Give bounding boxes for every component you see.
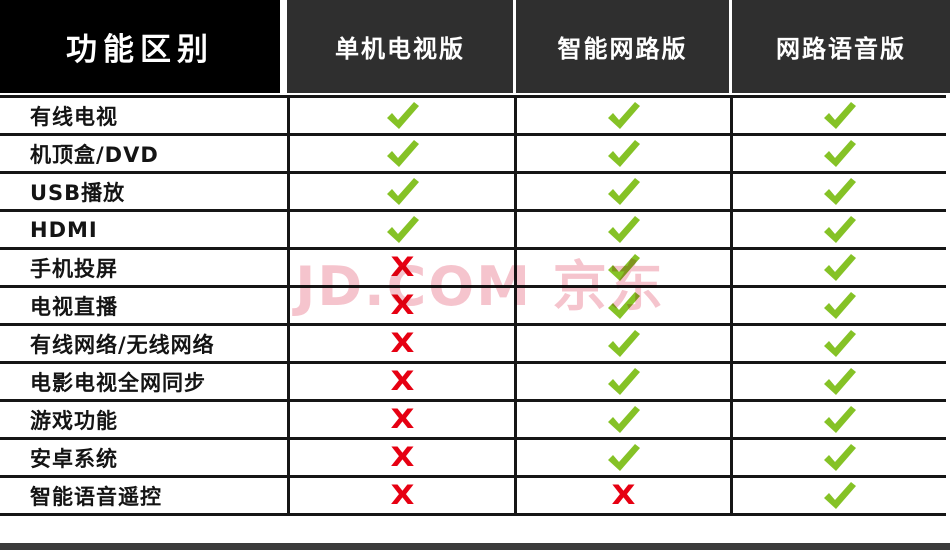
column-header-network-voice: 网路语音版: [732, 0, 950, 93]
column-header-standalone-tv: 单机电视版: [287, 0, 513, 93]
green-check-icon: [608, 291, 640, 319]
value-cell: [514, 326, 730, 361]
value-cell: X: [287, 288, 514, 323]
value-cell: [287, 136, 514, 171]
value-cell: [730, 212, 946, 247]
value-cell: X: [287, 364, 514, 399]
value-cell: [514, 136, 730, 171]
value-cell: [287, 98, 514, 133]
green-check-icon: [824, 329, 856, 357]
value-cell: [514, 440, 730, 475]
row-label: 有线网络/无线网络: [30, 332, 215, 357]
header-divider: [280, 0, 287, 93]
row-label: 电视直播: [30, 294, 118, 319]
value-cell: X: [287, 440, 514, 475]
value-cell: [730, 326, 946, 361]
value-cell: [730, 440, 946, 475]
table-row: 游戏功能 X: [0, 399, 946, 437]
table-header-row: 功能区别 单机电视版 智能网路版 网路语音版: [0, 0, 950, 93]
value-cell: [514, 402, 730, 437]
red-cross-icon: X: [611, 480, 636, 511]
table-row: 电影电视全网同步 X: [0, 361, 946, 399]
red-cross-icon: X: [390, 290, 414, 321]
green-check-icon: [824, 139, 856, 167]
value-cell: X: [287, 250, 514, 285]
green-check-icon: [608, 443, 640, 471]
corner-header-features: 功能区别: [0, 0, 280, 93]
green-check-icon: [824, 405, 856, 433]
header-divider: [513, 0, 516, 93]
value-cell: [514, 364, 730, 399]
value-cell: [514, 288, 730, 323]
red-cross-icon: X: [390, 366, 414, 397]
red-cross-icon: X: [390, 480, 414, 511]
green-check-icon: [824, 291, 856, 319]
row-label: 安卓系统: [30, 446, 118, 471]
value-cell: X: [287, 478, 514, 513]
value-cell: [730, 136, 946, 171]
green-check-icon: [608, 139, 640, 167]
value-cell: [730, 174, 946, 209]
value-cell: [514, 212, 730, 247]
value-cell: [287, 174, 514, 209]
green-check-icon: [824, 215, 856, 243]
value-cell: X: [287, 402, 514, 437]
table-body: 有线电视机顶盒/DVD USB播放 HDMI 手机投屏 X 电视直播 X 有线网络/无线网络 X…: [0, 95, 946, 516]
value-cell: X: [514, 478, 730, 513]
green-check-icon: [608, 329, 640, 357]
green-check-icon: [608, 405, 640, 433]
value-cell: X: [287, 326, 514, 361]
table-row: HDMI: [0, 209, 946, 247]
green-check-icon: [608, 367, 640, 395]
column-header-smart-network: 智能网路版: [516, 0, 729, 93]
row-label: 智能语音遥控: [30, 484, 162, 509]
green-check-icon: [608, 215, 640, 243]
value-cell: [730, 98, 946, 133]
row-label: USB播放: [30, 180, 126, 205]
green-check-icon: [824, 367, 856, 395]
value-cell: [730, 250, 946, 285]
table-row: 手机投屏 X: [0, 247, 946, 285]
value-cell: [730, 478, 946, 513]
row-label: 手机投屏: [30, 256, 118, 281]
green-check-icon: [386, 215, 419, 243]
green-check-icon: [386, 177, 419, 205]
red-cross-icon: X: [390, 252, 414, 283]
row-label: 游戏功能: [30, 408, 118, 433]
value-cell: [730, 402, 946, 437]
red-cross-icon: X: [390, 404, 414, 435]
value-cell: [514, 98, 730, 133]
table-row: 机顶盒/DVD: [0, 133, 946, 171]
green-check-icon: [824, 443, 856, 471]
value-cell: [287, 212, 514, 247]
green-check-icon: [824, 253, 856, 281]
green-check-icon: [824, 101, 856, 129]
value-cell: [730, 288, 946, 323]
value-cell: [514, 174, 730, 209]
value-cell: [514, 250, 730, 285]
green-check-icon: [386, 101, 419, 129]
row-label: HDMI: [30, 217, 98, 242]
green-check-icon: [608, 253, 640, 281]
row-label: 有线电视: [30, 104, 118, 129]
table-row: USB播放: [0, 171, 946, 209]
row-label: 机顶盒/DVD: [30, 142, 159, 167]
table-row: 有线网络/无线网络 X: [0, 323, 946, 361]
row-label: 电影电视全网同步: [30, 370, 206, 395]
green-check-icon: [824, 177, 856, 205]
table-row: 智能语音遥控 X X: [0, 475, 946, 516]
green-check-icon: [386, 139, 419, 167]
green-check-icon: [608, 101, 640, 129]
footer-bar: [0, 543, 950, 550]
green-check-icon: [608, 177, 640, 205]
table-row: 安卓系统 X: [0, 437, 946, 475]
header-divider: [729, 0, 732, 93]
green-check-icon: [824, 481, 856, 509]
table-row: 电视直播 X: [0, 285, 946, 323]
value-cell: [730, 364, 946, 399]
red-cross-icon: X: [390, 328, 414, 359]
table-row: 有线电视: [0, 95, 946, 133]
red-cross-icon: X: [390, 442, 414, 473]
